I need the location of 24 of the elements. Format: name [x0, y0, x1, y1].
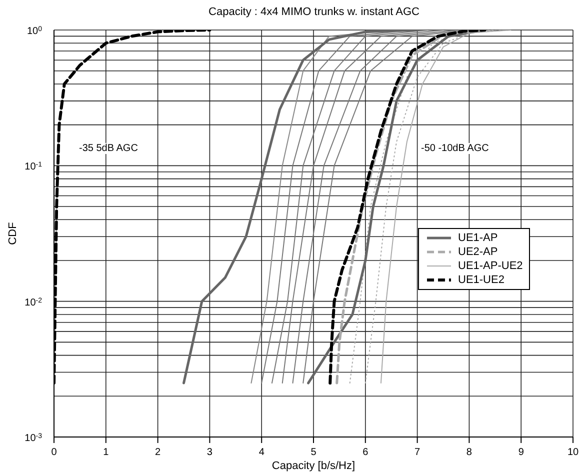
y-axis-title: CDF	[6, 222, 19, 245]
annotation: -50 -10dB AGC	[420, 143, 490, 154]
x-tick-label: 1	[103, 447, 110, 458]
x-tick-label: 8	[466, 447, 472, 458]
legend-label: UE1-AP-UE2	[458, 260, 523, 272]
legend-label: UE1-AP	[458, 232, 498, 244]
annotation: -35 5dB AGC	[78, 143, 139, 154]
x-tick-label: 10	[567, 447, 579, 458]
x-tick-label: 4	[258, 447, 265, 458]
x-tick-label: 9	[518, 447, 524, 458]
y-tick-label: 10$^{-3}$	[24, 432, 42, 444]
x-tick-label: 7	[414, 447, 421, 458]
x-tick-label: 3	[206, 447, 213, 458]
legend-label: UE1-UE2	[458, 274, 504, 286]
y-tick-label: 10$^{-2}$	[24, 296, 42, 308]
x-tick-label: 2	[155, 447, 162, 458]
x-tick-label: 6	[362, 447, 369, 458]
x-axis-title: Capacity [b/s/Hz]	[272, 460, 356, 472]
legend-label: UE2-AP	[458, 246, 498, 258]
y-tick-label: 10$^{0}$	[26, 26, 42, 37]
x-tick-label: 5	[310, 447, 317, 458]
chart-title: Capacity : 4x4 MIMO trunks w. instant AGC	[208, 6, 420, 18]
x-tick-label: 0	[51, 447, 58, 458]
y-tick-label: 10$^{-1}$	[24, 161, 42, 173]
